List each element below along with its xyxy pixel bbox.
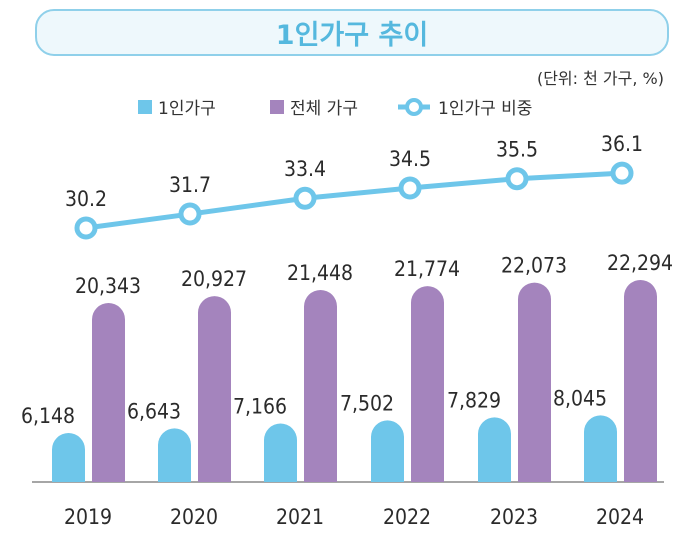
label-total-2023: 22,073 [501,254,567,278]
label-total-2019: 20,343 [75,274,141,298]
legend-swatch-total [270,100,284,114]
x-tick-2020: 2020 [170,505,218,529]
label-single-2019: 6,148 [21,404,75,428]
bar-total-2022 [411,286,444,482]
ratio-point-2020 [178,202,202,226]
ratio-label-2022: 34.5 [389,147,431,171]
x-tick-2023: 2023 [490,505,538,529]
x-tick-2019: 2019 [64,505,112,529]
label-total-2022: 21,774 [394,257,460,281]
label-single-2021: 7,166 [233,395,287,419]
legend-marker-ratio [405,98,423,116]
label-total-2020: 20,927 [181,267,247,291]
bar-total-2024 [624,279,657,482]
label-total-2021: 21,448 [287,261,353,285]
label-single-2023: 7,829 [447,388,501,412]
legend-label-single: 1인가구 [158,99,216,119]
legend: 1인가구 전체 가구 1인가구 비중 [138,98,532,119]
ratio-label-2020: 31.7 [169,173,211,197]
ratio-label-2023: 35.5 [496,138,538,162]
legend-label-ratio: 1인가구 비중 [438,99,532,119]
bar-total-2021 [304,289,337,482]
title-box [35,9,669,56]
bar-single-2023 [478,417,511,482]
bar-single-2024 [584,415,617,482]
ratio-label-2021: 33.4 [284,157,326,181]
bar-total-2019 [92,303,125,482]
bar-total-2023 [518,282,551,482]
ratio-label-2019: 30.2 [65,187,107,211]
x-tick-2021: 2021 [276,505,324,529]
unit-note: (단위: 천 가구, %) [537,69,664,88]
ratio-point-2019 [74,216,98,240]
ratio-point-2022 [398,176,422,200]
label-single-2024: 8,045 [553,386,607,410]
label-single-2022: 7,502 [340,391,394,415]
chart-title: 1인가구 추이 [276,20,428,51]
bar-total-2020 [198,296,231,482]
bar-single-2019 [52,433,85,482]
x-tick-2024: 2024 [596,505,644,529]
bar-single-2021 [264,423,297,482]
ratio-point-2024 [610,161,634,185]
legend-swatch-single [138,100,152,114]
label-single-2020: 6,643 [127,399,181,423]
ratio-line [85,170,623,231]
ratio-label-2024: 36.1 [601,132,643,156]
ratio-point-2023 [505,167,529,191]
label-total-2024: 22,294 [607,251,673,275]
bar-single-2020 [158,428,191,482]
x-tick-2022: 2022 [383,505,431,529]
bar-single-2022 [371,420,404,482]
legend-label-total: 전체 가구 [290,99,358,119]
ratio-point-2021 [293,186,317,210]
